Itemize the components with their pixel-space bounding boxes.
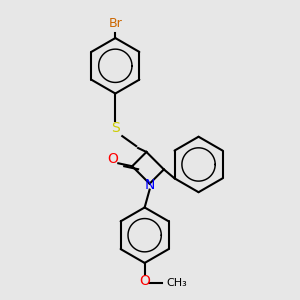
Text: O: O [139,274,150,288]
Text: Br: Br [108,17,122,30]
Text: O: O [107,152,118,166]
Text: N: N [144,178,155,192]
Text: CH₃: CH₃ [167,278,187,288]
Text: S: S [111,121,120,135]
